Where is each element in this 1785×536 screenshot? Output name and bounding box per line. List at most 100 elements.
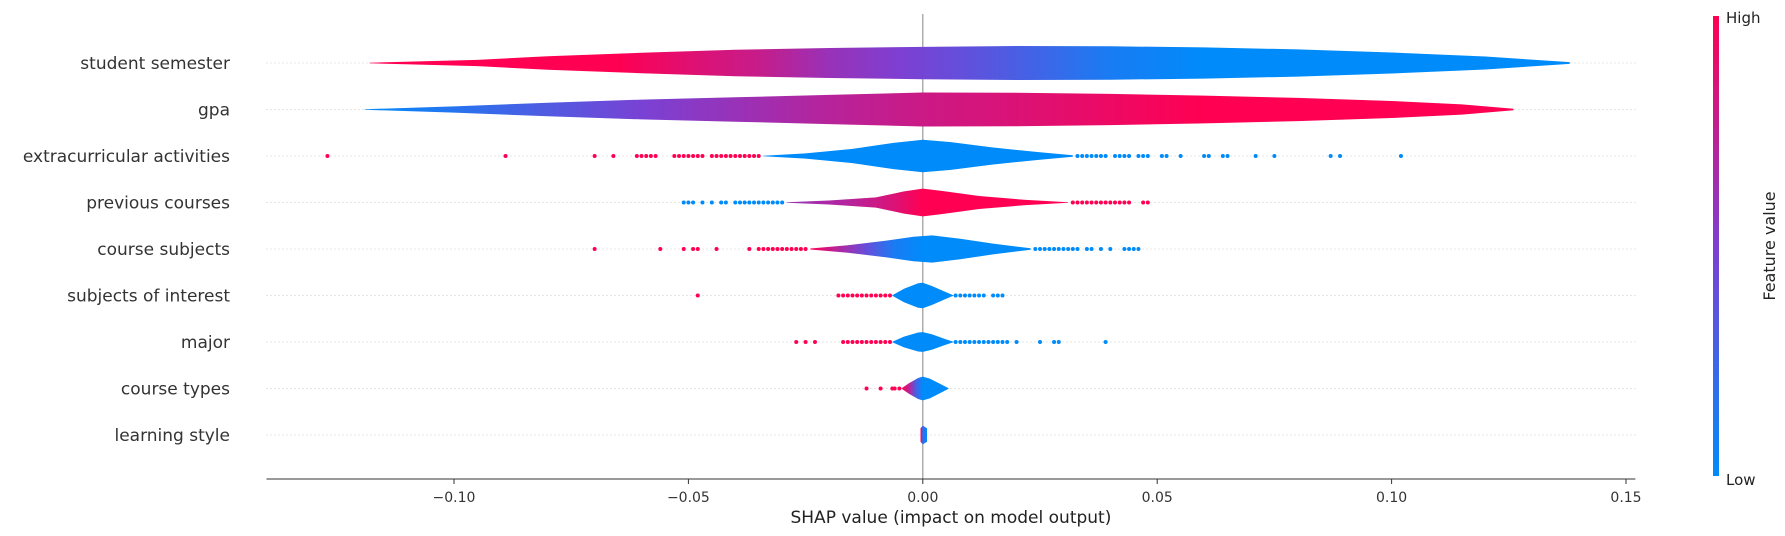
- outlier-dot: [709, 154, 714, 158]
- outlier-dot: [850, 340, 855, 344]
- outlier-dot: [611, 154, 616, 158]
- outlier-dot: [1178, 154, 1183, 158]
- outlier-dot: [850, 293, 855, 298]
- outlier-dot: [672, 154, 677, 158]
- violin-major: [892, 332, 954, 352]
- outlier-dot: [728, 154, 733, 158]
- outlier-dot: [1094, 200, 1099, 205]
- outlier-dot: [1052, 340, 1057, 344]
- outlier-dot: [1136, 154, 1141, 158]
- outlier-dot: [1061, 247, 1066, 251]
- outlier-dot: [836, 293, 841, 298]
- outlier-dot: [1005, 340, 1010, 344]
- outlier-dot: [878, 340, 883, 344]
- outlier-dot: [1084, 200, 1089, 205]
- x-tick-label: 0.00: [907, 490, 938, 506]
- x-tick-label: 0.05: [1142, 490, 1173, 506]
- outlier-dot: [1202, 154, 1207, 158]
- outlier-dot: [1122, 200, 1127, 205]
- feature-label: extracurricular activities: [23, 147, 230, 167]
- outlier-dot: [1141, 200, 1146, 205]
- outlier-dot: [991, 293, 996, 298]
- outlier-dot: [883, 340, 888, 344]
- x-tick-label: −0.10: [433, 490, 476, 506]
- outlier-dot: [761, 200, 766, 205]
- outlier-dot: [766, 200, 771, 205]
- feature-labels: student semester gpa extracurricular activ…: [23, 54, 230, 446]
- outlier-dot: [883, 293, 888, 298]
- violin-student-semester: [369, 46, 1570, 80]
- outlier-dot: [986, 340, 991, 344]
- outlier-dot: [864, 386, 869, 391]
- violin-previous-courses: [786, 188, 1069, 217]
- outlier-dot: [1127, 200, 1132, 205]
- outlier-dot: [1038, 340, 1042, 344]
- outlier-dot: [864, 293, 869, 298]
- outlier-dot: [1066, 247, 1071, 251]
- outlier-dot: [681, 154, 686, 158]
- outlier-dot: [1127, 154, 1132, 158]
- outlier-dot: [841, 340, 846, 344]
- outlier-dot: [719, 200, 724, 205]
- outlier-dot: [953, 340, 958, 344]
- outlier-dot: [1108, 200, 1113, 205]
- outlier-dot: [1070, 200, 1075, 205]
- outlier-dot: [794, 340, 799, 344]
- outlier-dot: [714, 247, 719, 251]
- outlier-dot: [634, 154, 639, 158]
- outlier-dot: [723, 200, 728, 205]
- outlier-dot: [709, 200, 714, 205]
- outlier-dot: [723, 154, 728, 158]
- colorbar-low-label: Low: [1726, 471, 1756, 489]
- outlier-dot: [691, 247, 696, 251]
- outlier-dot: [789, 247, 794, 251]
- colorbar-high-label: High: [1726, 9, 1760, 27]
- outlier-dot: [766, 247, 771, 251]
- x-tick-label: 0.10: [1376, 490, 1407, 506]
- outlier-dot: [1164, 154, 1169, 158]
- outlier-dot: [798, 247, 803, 251]
- outlier-dot: [845, 340, 850, 344]
- outlier-dot: [1000, 293, 1005, 298]
- outlier-dot: [1225, 154, 1230, 158]
- outlier-dot: [681, 200, 686, 205]
- outlier-dot: [845, 293, 850, 298]
- outlier-dot: [592, 247, 597, 251]
- outlier-dot: [1113, 200, 1118, 205]
- outlier-dot: [695, 154, 700, 158]
- outlier-dot: [803, 340, 808, 344]
- outlier-dot: [855, 293, 860, 298]
- outlier-dot: [1338, 154, 1343, 158]
- outlier-dot: [644, 154, 649, 158]
- outlier-dot: [1103, 154, 1108, 158]
- outlier-dot: [1080, 200, 1085, 205]
- outlier-dot: [1103, 340, 1108, 344]
- outlier-dot: [977, 293, 982, 298]
- outlier-dot: [1084, 154, 1089, 158]
- outlier-dot: [1080, 154, 1085, 158]
- outlier-dot: [1131, 247, 1136, 251]
- outlier-dot: [686, 154, 691, 158]
- outlier-dot: [756, 154, 761, 158]
- outlier-dot: [897, 386, 902, 391]
- outlier-dot: [967, 340, 972, 344]
- outlier-dot: [1098, 154, 1103, 158]
- outlier-dot: [841, 293, 846, 298]
- outlier-dot: [653, 154, 658, 158]
- outlier-dot: [962, 340, 967, 344]
- violin-course-subjects: [810, 235, 1031, 263]
- outlier-dot: [733, 154, 738, 158]
- outlier-dot: [855, 340, 860, 344]
- outlier-dot: [972, 293, 977, 298]
- outlier-dot: [1075, 247, 1080, 251]
- outlier-dot: [1117, 200, 1122, 205]
- outlier-dot: [648, 154, 653, 158]
- feature-label: student semester: [80, 54, 230, 74]
- outlier-dot: [967, 293, 972, 298]
- outlier-dot: [1075, 154, 1080, 158]
- outlier-dot: [1000, 340, 1005, 344]
- outlier-dot: [1089, 154, 1094, 158]
- outlier-dot: [1052, 247, 1057, 251]
- outlier-dot: [972, 340, 977, 344]
